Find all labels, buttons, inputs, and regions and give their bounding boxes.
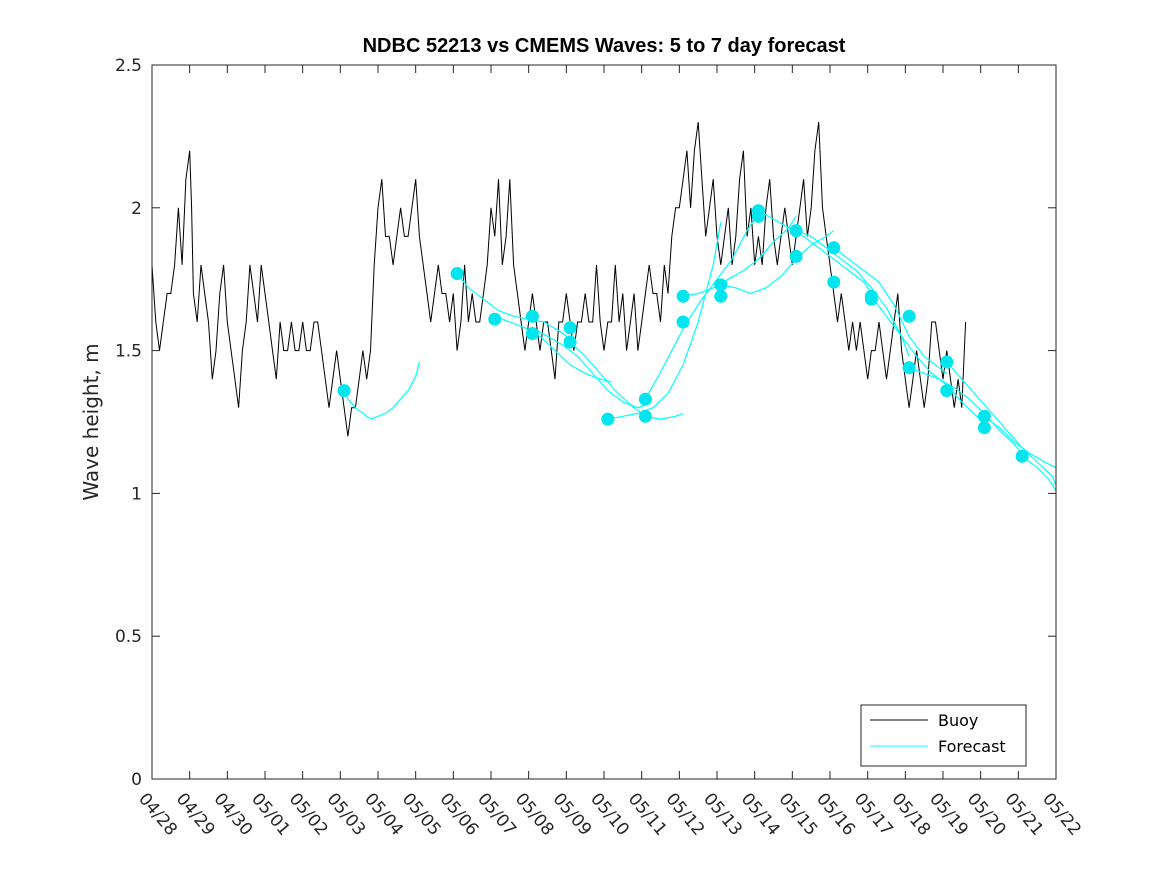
forecast-marker <box>789 249 803 263</box>
y-tick-label: 0.5 <box>115 627 142 647</box>
forecast-marker <box>789 224 803 238</box>
forecast-line <box>908 367 1023 454</box>
forecast-series-layer <box>343 210 1057 491</box>
forecast-marker <box>751 209 765 223</box>
forecast-marker <box>940 384 954 398</box>
forecast-line <box>456 273 575 343</box>
y-tick-label: 1.5 <box>115 342 142 362</box>
forecast-marker <box>977 421 991 435</box>
forecast-marker <box>714 289 728 303</box>
forecast-line <box>607 221 722 420</box>
forecast-marker <box>902 361 916 375</box>
forecast-marker <box>488 312 502 326</box>
forecast-line <box>758 210 872 294</box>
forecast-marker <box>827 241 841 255</box>
forecast-line <box>644 213 759 400</box>
buoy-line <box>151 122 967 437</box>
forecast-line <box>720 230 835 295</box>
y-tick-label: 0 <box>131 770 142 790</box>
legend: Buoy Forecast <box>860 704 1027 767</box>
forecast-marker <box>714 278 728 292</box>
forecast-marker <box>525 309 539 323</box>
y-tick-label: 1 <box>131 484 142 504</box>
forecast-marker <box>563 321 577 335</box>
forecast-line <box>946 361 1057 486</box>
forecast-marker <box>864 292 878 306</box>
forecast-marker <box>563 335 577 349</box>
forecast-marker <box>525 327 539 340</box>
forecast-marker <box>638 392 652 406</box>
forecast-marker <box>827 275 841 289</box>
forecast-line <box>343 361 420 420</box>
forecast-marker <box>676 289 690 303</box>
forecast-line <box>532 327 646 409</box>
forecast-line <box>870 295 985 426</box>
forecast-line <box>1021 455 1057 491</box>
y-tick-label: 2.5 <box>115 56 142 76</box>
forecast-line <box>494 315 612 383</box>
legend-forecast-label: Forecast <box>938 737 1006 756</box>
buoy-series-layer <box>151 122 967 437</box>
chart-title: NDBC 52213 vs CMEMS Waves: 5 to 7 day fo… <box>363 35 846 57</box>
forecast-line <box>569 341 684 420</box>
y-axis-label: Wave height, m <box>79 343 103 500</box>
forecast-marker <box>977 409 991 423</box>
legend-buoy-label: Buoy <box>938 711 978 730</box>
forecast-marker <box>902 309 916 323</box>
y-tick-label: 2 <box>131 199 142 219</box>
forecast-line <box>795 230 910 357</box>
forecast-line <box>984 415 1057 469</box>
forecast-marker <box>676 315 690 329</box>
forecast-marker <box>1015 449 1029 463</box>
y-axis: 0 0.5 1 1.5 2 2.5 <box>115 56 1056 790</box>
forecast-line <box>682 216 797 297</box>
forecast-markers-layer <box>337 204 1029 463</box>
forecast-marker <box>638 409 652 423</box>
forecast-marker <box>940 355 954 369</box>
legend-box <box>860 704 1027 767</box>
forecast-marker <box>601 412 615 426</box>
forecast-marker <box>450 267 464 280</box>
forecast-marker <box>337 384 351 398</box>
forecast-line <box>833 247 948 374</box>
